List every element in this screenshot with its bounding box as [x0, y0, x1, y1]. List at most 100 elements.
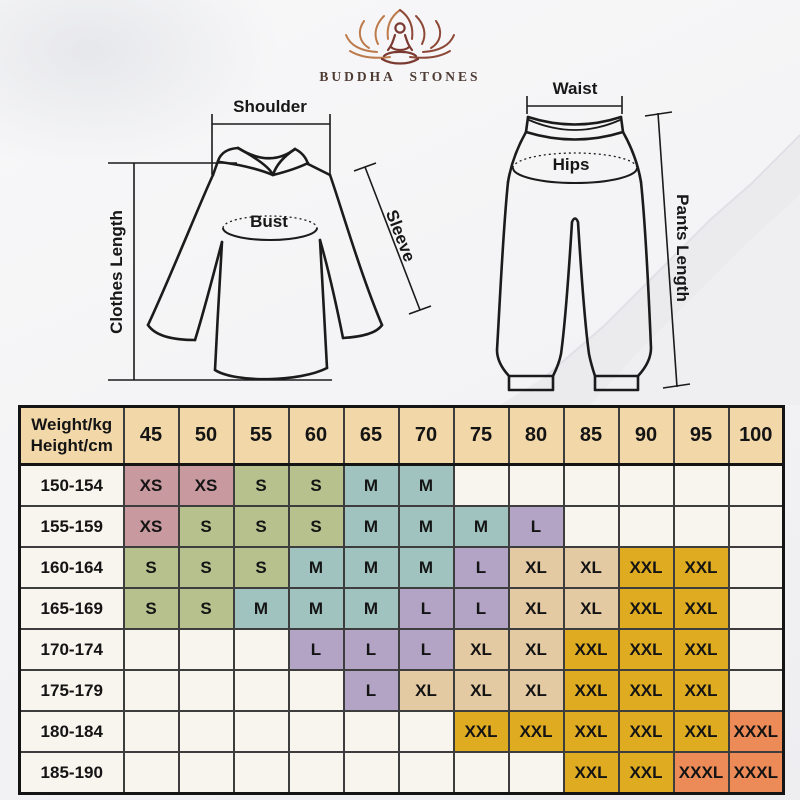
size-cell-l: L [452, 587, 510, 630]
size-cell-empty [452, 463, 510, 507]
size-cell-xl: XL [507, 587, 565, 630]
size-cell-empty [342, 751, 400, 795]
size-cell-empty [177, 751, 235, 795]
height-label: 155-159 [18, 505, 125, 548]
size-cell-m: M [232, 587, 290, 630]
size-cell-l: L [397, 587, 455, 630]
table-row: 185-190 XXL XXL XXXL XXXL [18, 751, 785, 795]
weight-header-95: 95 [672, 405, 730, 466]
size-cell-xxl: XXL [452, 710, 510, 753]
size-cell-s: S [177, 546, 235, 589]
size-cell-empty [727, 628, 785, 671]
size-cell-m: M [287, 587, 345, 630]
size-cell-xxl: XXL [507, 710, 565, 753]
size-cell-empty [287, 669, 345, 712]
size-cell-empty [672, 505, 730, 548]
size-cell-xxl: XXL [672, 546, 730, 589]
size-cell-xxl: XXL [672, 628, 730, 671]
size-cell-xxxl: XXXL [727, 710, 785, 753]
size-cell-empty [617, 505, 675, 548]
waist-label: Waist [553, 79, 598, 98]
table-row: 170-174 L L L XL XL XXL XXL XXL [18, 628, 785, 671]
size-cell-xl: XL [507, 628, 565, 671]
size-cell-s: S [122, 546, 180, 589]
bust-dotted-arc [222, 215, 318, 229]
size-cell-xxl: XXL [617, 628, 675, 671]
size-cell-xxl: XXL [617, 710, 675, 753]
size-cell-empty [122, 751, 180, 795]
size-cell-l: L [397, 628, 455, 671]
size-cell-s: S [232, 546, 290, 589]
table-row: 155-159 XS S S S M M M L [18, 505, 785, 548]
size-cell-l: L [452, 546, 510, 589]
size-cell-empty [507, 463, 565, 507]
size-cell-empty [122, 710, 180, 753]
size-cell-xl: XL [397, 669, 455, 712]
size-cell-m: M [397, 546, 455, 589]
size-cell-empty [672, 463, 730, 507]
table-row: 180-184 XXL XXL XXL XXL XXL XXXL [18, 710, 785, 753]
size-cell-s: S [232, 463, 290, 507]
size-cell-m: M [397, 463, 455, 507]
table-row: 150-154 XS XS S S M M [18, 463, 785, 507]
weight-header-45: 45 [122, 405, 180, 466]
size-cell-empty [122, 669, 180, 712]
size-cell-l: L [342, 669, 400, 712]
size-cell-s: S [177, 587, 235, 630]
size-cell-xxl: XXL [562, 751, 620, 795]
size-cell-empty [727, 546, 785, 589]
brand-logo: BUDDHA STONES [0, 6, 800, 85]
pants-outline [495, 115, 653, 392]
hips-solid-arc [512, 167, 638, 184]
bust-label: Bust [250, 212, 288, 231]
height-label: 170-174 [18, 628, 125, 671]
table-row: 160-164 S S S M M M L XL XL XXL XXL [18, 546, 785, 589]
size-cell-xxl: XXL [672, 587, 730, 630]
size-cell-empty [452, 751, 510, 795]
size-cell-empty [727, 669, 785, 712]
hips-dotted-arc [512, 152, 638, 169]
size-cell-s: S [287, 505, 345, 548]
table-header-row: Weight/kg Height/cm 45 50 55 60 65 70 75 80 85 90 95… [18, 405, 785, 466]
size-table: Weight/kg Height/cm 45 50 55 60 65 70 75 80 85 90 95… [18, 405, 785, 795]
shirt-measurement-diagram: Shoulder Bust Clothes Length Sleeve [107, 97, 432, 381]
height-label: 175-179 [18, 669, 125, 712]
weight-header-90: 90 [617, 405, 675, 466]
size-cell-empty [397, 710, 455, 753]
shirt-measure-lines [108, 114, 432, 381]
clothes-length-label: Clothes Length [107, 210, 126, 334]
size-cell-xs: XS [177, 463, 235, 507]
size-cell-l: L [287, 628, 345, 671]
size-cell-s: S [287, 463, 345, 507]
size-cell-empty [342, 710, 400, 753]
weight-header-65: 65 [342, 405, 400, 466]
size-cell-s: S [232, 505, 290, 548]
size-cell-m: M [452, 505, 510, 548]
height-label: 185-190 [18, 751, 125, 795]
shoulder-label: Shoulder [233, 97, 307, 116]
brand-name: BUDDHA STONES [319, 69, 481, 84]
size-cell-empty [562, 505, 620, 548]
hips-label: Hips [553, 155, 590, 174]
height-label: 150-154 [18, 463, 125, 507]
size-cell-xl: XL [507, 546, 565, 589]
height-label: 160-164 [18, 546, 125, 589]
size-cell-empty [727, 505, 785, 548]
sleeve-label: Sleeve [382, 207, 419, 264]
size-cell-s: S [122, 587, 180, 630]
size-cell-empty [617, 463, 675, 507]
size-cell-l: L [507, 505, 565, 548]
height-label: 165-169 [18, 587, 125, 630]
size-cell-empty [232, 751, 290, 795]
size-cell-xxl: XXL [562, 669, 620, 712]
size-cell-empty [232, 669, 290, 712]
pants-length-label: Pants Length [673, 194, 692, 302]
size-cell-xxl: XXL [617, 587, 675, 630]
weight-header-60: 60 [287, 405, 345, 466]
size-cell-empty [232, 710, 290, 753]
size-cell-l: L [342, 628, 400, 671]
size-cell-empty [562, 463, 620, 507]
size-cell-empty [177, 628, 235, 671]
table-row: 165-169 S S M M M L L XL XL XXL XXL [18, 587, 785, 630]
